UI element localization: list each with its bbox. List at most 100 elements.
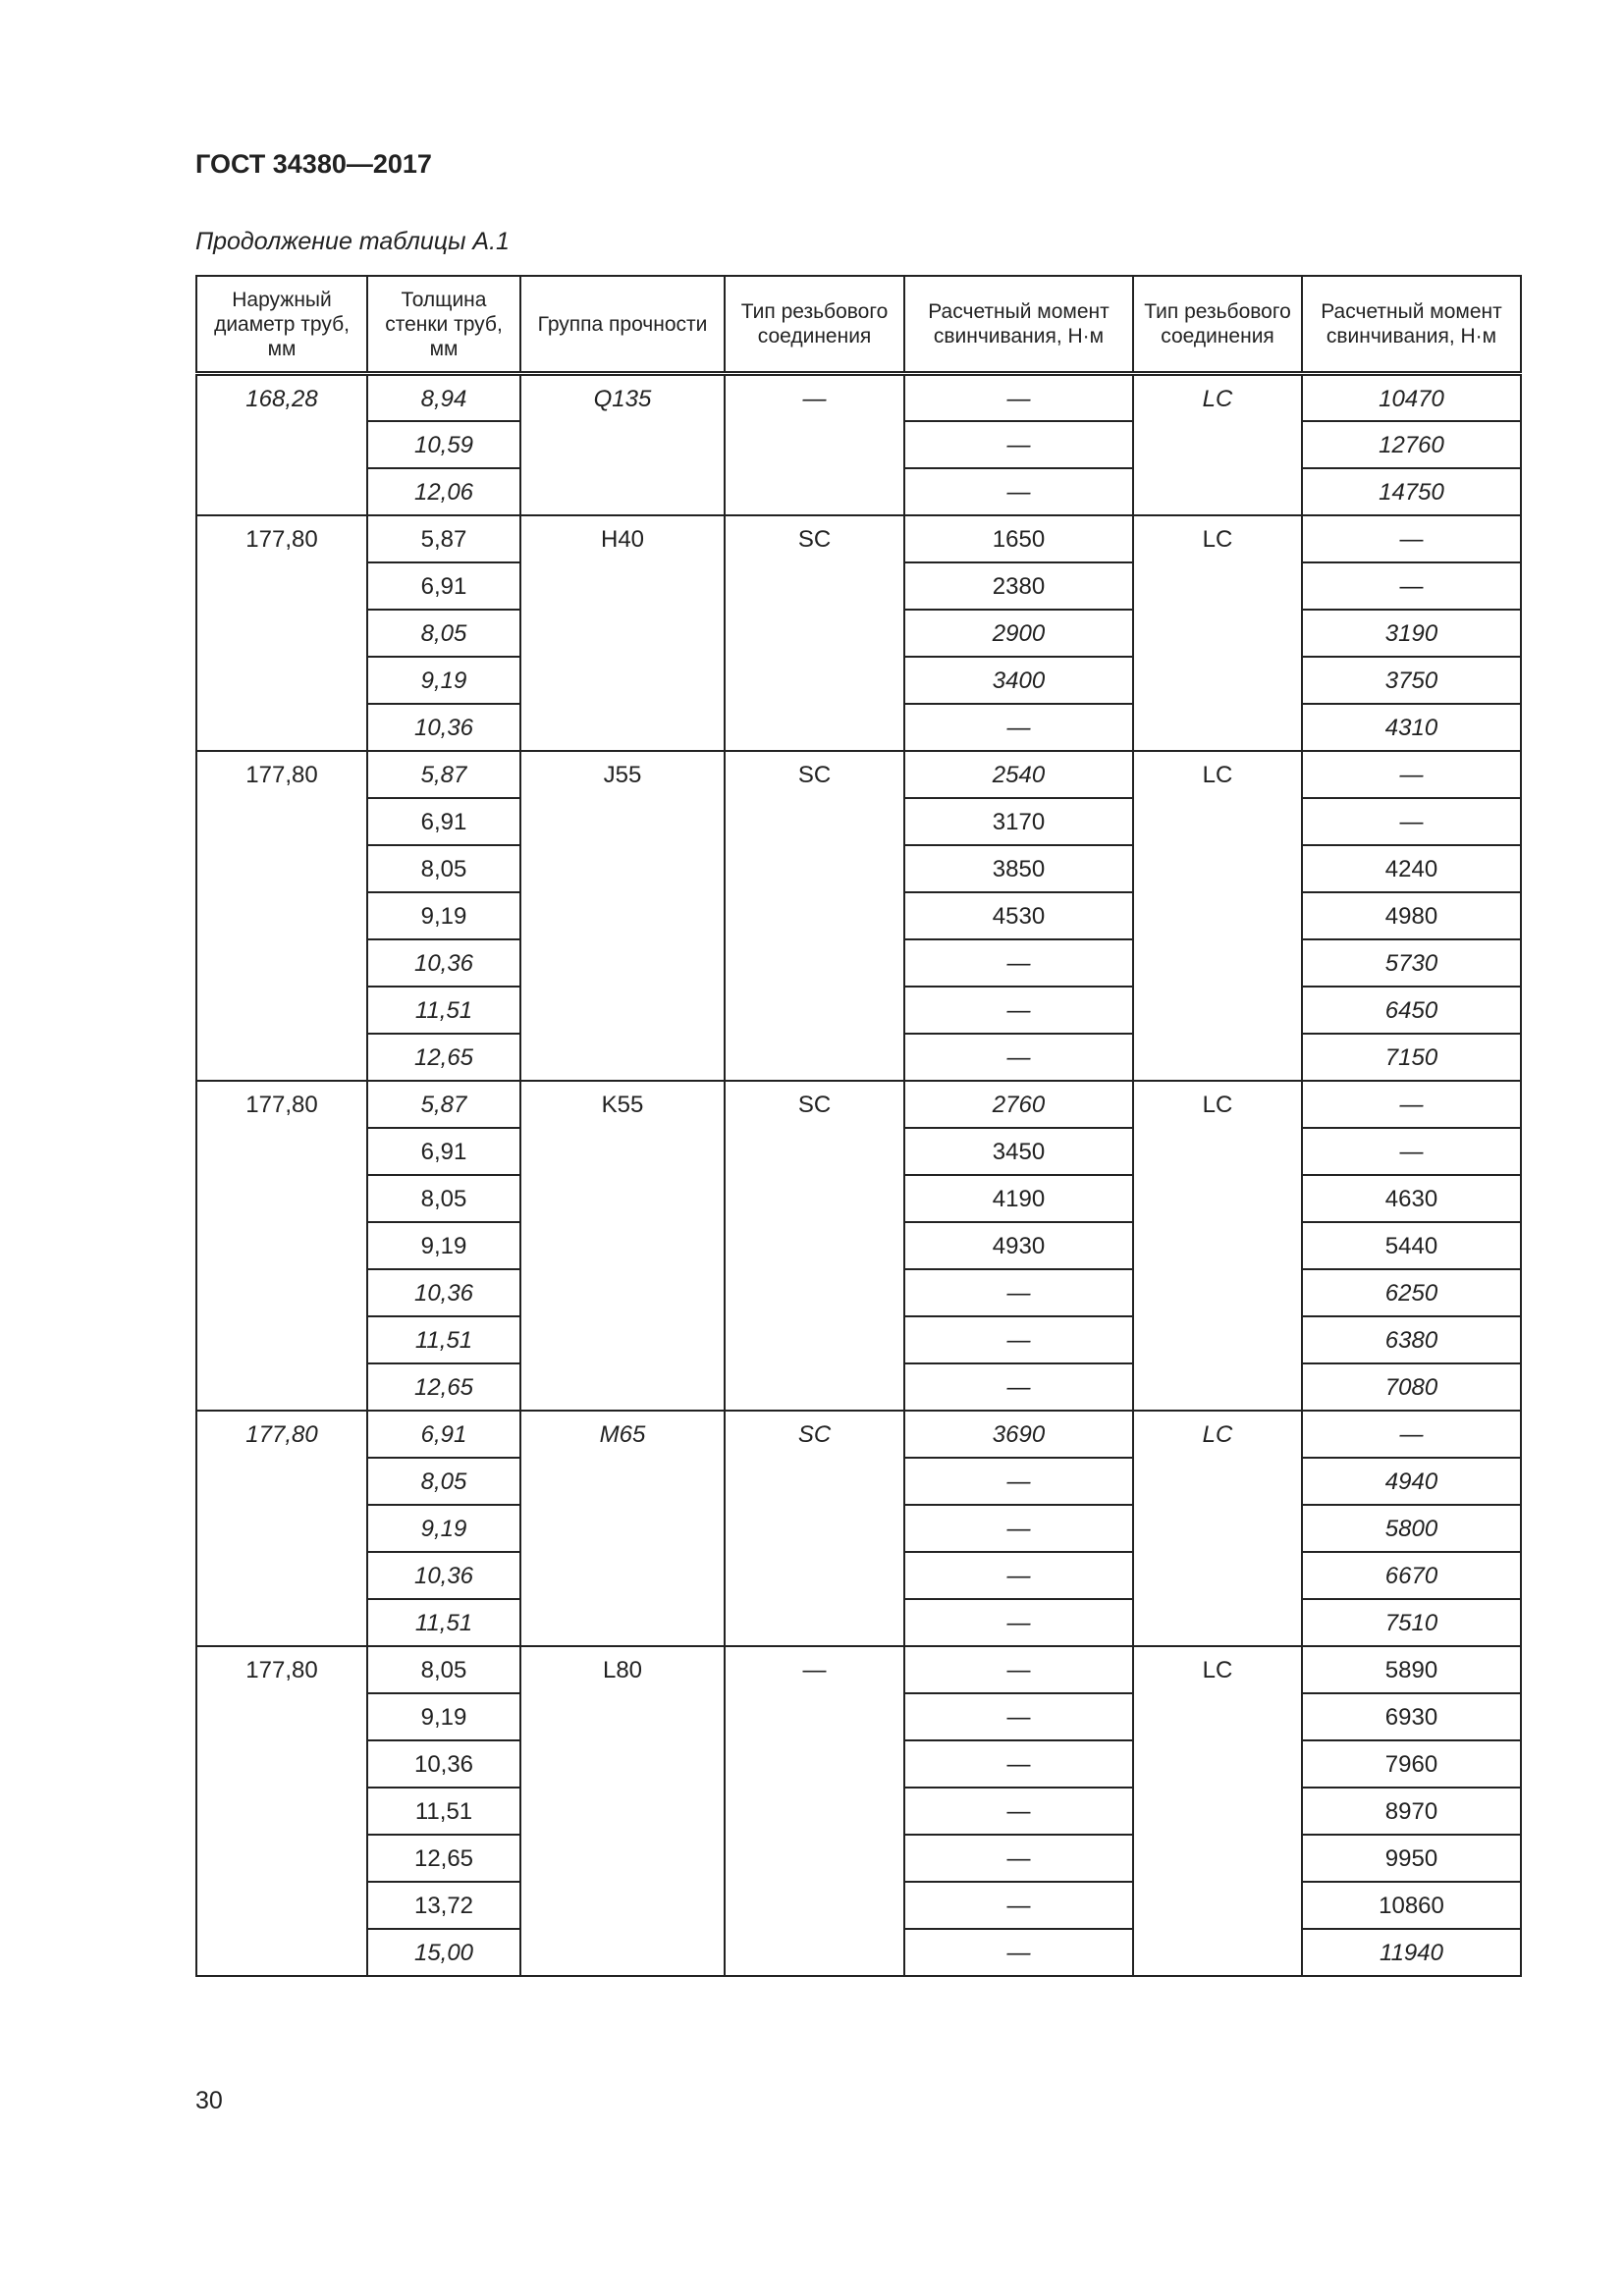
torque-1-cell: — [903, 937, 1134, 988]
wall-thickness-cell: 8,05 [366, 843, 521, 893]
torque-2-cell: 4630 [1301, 1173, 1522, 1223]
wall-thickness-cell: 11,51 [366, 985, 521, 1035]
col-outer-diameter-header: Наружный диаметр труб, мм [195, 275, 368, 376]
table-row: 13,72 — 10860 [196, 1880, 1522, 1930]
wall-thickness-cell: 13,72 [366, 1880, 521, 1930]
table-row: 12,65 — 9950 [196, 1833, 1522, 1883]
col-thread-type-2-header: Тип резьбового соединения [1132, 275, 1303, 376]
torque-2-cell: 6450 [1301, 985, 1522, 1035]
torque-1-cell: — [903, 1644, 1134, 1694]
wall-thickness-cell: 9,19 [366, 1220, 521, 1270]
table-row: 177,80 6,91 M65 SC 3690 LC — [195, 1409, 1522, 1647]
wall-thickness-cell: 8,05 [366, 608, 521, 658]
wall-thickness-cell: 5,87 [366, 749, 521, 799]
wall-thickness-cell: 8,05 [366, 1173, 521, 1223]
wall-thickness-cell: 12,06 [366, 466, 521, 516]
torque-table: Наружный диаметр труб, мм Толщина стенки … [195, 275, 1522, 1977]
outer-diameter-cell: 177,80 [195, 749, 368, 1082]
thread-type-1-cell: — [724, 372, 905, 516]
table-row: 11,51 — 6450 [196, 985, 1522, 1035]
col-strength-group-header: Группа прочности [519, 275, 726, 376]
table-caption: Продолжение таблицы А.1 [195, 228, 510, 255]
torque-2-cell: 7150 [1301, 1032, 1522, 1082]
thread-type-1-cell: SC [724, 1079, 905, 1412]
table-row: 177,80 8,05 L80— — LC 5890 [195, 1644, 1522, 1977]
torque-2-cell: 5440 [1301, 1220, 1522, 1270]
torque-1-cell: 4530 [903, 890, 1134, 940]
thread-type-2-cell: LC [1132, 513, 1303, 752]
table-row: 10,36 — 6250 [196, 1267, 1522, 1317]
col-torque-1-header: Расчетный момент свинчивания, Н·м [903, 275, 1134, 376]
strength-group-cell: Q135 [519, 372, 726, 516]
table-row: 10,59 — 12760 [196, 419, 1522, 469]
thread-type-2-cell: LC [1132, 1079, 1303, 1412]
thread-type-2-cell: LC [1132, 372, 1303, 516]
page-number: 30 [195, 2087, 223, 2114]
torque-2-cell: 10860 [1301, 1880, 1522, 1930]
torque-1-cell: 2900 [903, 608, 1134, 658]
torque-2-cell: 7510 [1301, 1597, 1522, 1647]
torque-2-cell: 7960 [1301, 1738, 1522, 1789]
torque-2-cell: — [1301, 1409, 1522, 1459]
torque-1-cell: — [903, 1267, 1134, 1317]
wall-thickness-cell: 5,87 [366, 513, 521, 563]
outer-diameter-cell: 177,80 [195, 513, 368, 752]
torque-1-cell: — [903, 1786, 1134, 1836]
torque-1-cell: 3400 [903, 655, 1134, 705]
torque-2-cell: — [1301, 1079, 1522, 1129]
table-row: 9,19 — 5800 [196, 1503, 1522, 1553]
torque-1-cell: — [903, 419, 1134, 469]
wall-thickness-cell: 11,51 [366, 1597, 521, 1647]
wall-thickness-cell: 11,51 [366, 1786, 521, 1836]
torque-2-cell: 9950 [1301, 1833, 1522, 1883]
table-row: 12,06 — 14750 [196, 466, 1522, 516]
torque-1-cell: 2540 [903, 749, 1134, 799]
wall-thickness-cell: 12,65 [366, 1833, 521, 1883]
torque-1-cell: — [903, 1314, 1134, 1364]
torque-1-cell: — [903, 1597, 1134, 1647]
torque-1-cell: 3450 [903, 1126, 1134, 1176]
table-row: 6,91 2380 — [196, 561, 1522, 611]
torque-1-cell: — [903, 1550, 1134, 1600]
torque-2-cell: — [1301, 749, 1522, 799]
thread-type-2-cell: LC [1132, 1409, 1303, 1647]
table-row: 9,19 — 6930 [196, 1691, 1522, 1741]
torque-2-cell: 8970 [1301, 1786, 1522, 1836]
table-row: 168,28 8,94 Q135— — LC 10470 [195, 372, 1522, 516]
torque-2-cell: 6930 [1301, 1691, 1522, 1741]
torque-2-cell: — [1301, 513, 1522, 563]
torque-2-cell: 10470 [1301, 372, 1522, 422]
torque-2-cell: 6670 [1301, 1550, 1522, 1600]
torque-1-cell: 2760 [903, 1079, 1134, 1129]
torque-1-cell: 4930 [903, 1220, 1134, 1270]
table-header-row: Наружный диаметр труб, мм Толщина стенки … [195, 275, 1522, 376]
table-row: 10,36 — 5730 [196, 937, 1522, 988]
table-row: 6,91 3450 — [196, 1126, 1522, 1176]
table-row: 11,51 — 6380 [196, 1314, 1522, 1364]
torque-1-cell: — [903, 1691, 1134, 1741]
wall-thickness-cell: 10,36 [366, 702, 521, 752]
wall-thickness-cell: 8,05 [366, 1456, 521, 1506]
table-row: 177,80 5,87 J55 SC 2540 LC — [195, 749, 1522, 1082]
col-torque-2-header: Расчетный момент свинчивания, Н·м [1301, 275, 1522, 376]
torque-1-cell: 2380 [903, 561, 1134, 611]
torque-1-cell: — [903, 1880, 1134, 1930]
strength-group-cell: L80 [519, 1644, 726, 1977]
wall-thickness-cell: 8,05 [366, 1644, 521, 1694]
table-row: 10,36 — 4310 [196, 702, 1522, 752]
thread-type-1-cell: SC [724, 513, 905, 752]
wall-thickness-cell: 10,36 [366, 937, 521, 988]
torque-2-cell: 11940 [1301, 1927, 1522, 1977]
torque-1-cell: — [903, 1927, 1134, 1977]
thread-type-1-cell: SC [724, 1409, 905, 1647]
strength-group-cell: H40 [519, 513, 726, 752]
wall-thickness-cell: 10,59 [366, 419, 521, 469]
torque-1-cell: 3170 [903, 796, 1134, 846]
torque-1-cell: 3850 [903, 843, 1134, 893]
table-row: 8,05 4190 4630 [196, 1173, 1522, 1223]
wall-thickness-cell: 9,19 [366, 1691, 521, 1741]
torque-1-cell: — [903, 466, 1134, 516]
table-row: 9,19 4530 4980 [196, 890, 1522, 940]
wall-thickness-cell: 9,19 [366, 655, 521, 705]
thread-type-2-cell: LC [1132, 749, 1303, 1082]
